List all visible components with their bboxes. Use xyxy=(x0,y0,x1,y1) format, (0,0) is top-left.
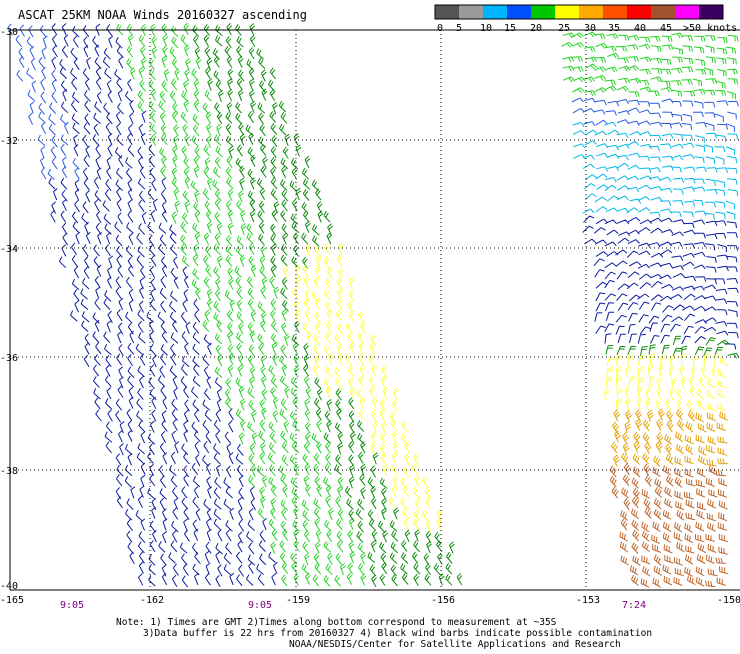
legend-swatch xyxy=(507,5,532,19)
time-label-1: 9:05 xyxy=(60,600,84,611)
legend-swatch xyxy=(627,5,652,19)
lon-label-159: -159 xyxy=(286,595,310,606)
legend-label: 35 xyxy=(608,23,620,34)
lat-label-38: -38 xyxy=(0,466,18,477)
lat-label-34: -34 xyxy=(0,244,18,255)
lon-label-153: -153 xyxy=(576,595,600,606)
barb-group-orange xyxy=(610,408,729,467)
barb-group-navy xyxy=(48,23,739,588)
wind-barb-path xyxy=(610,408,729,467)
legend-label: 15 xyxy=(504,23,516,34)
legend-swatch xyxy=(483,5,508,19)
barb-group-brown xyxy=(609,462,729,588)
legend-swatch xyxy=(459,5,484,19)
lat-label-40: -40 xyxy=(0,581,18,592)
grid-lines xyxy=(10,30,740,590)
wind-barb-path xyxy=(282,242,729,533)
legend-swatch xyxy=(579,5,604,19)
legend-swatch xyxy=(555,5,580,19)
lon-label-150: -150 xyxy=(717,595,740,606)
barb-group-yellow xyxy=(282,242,729,533)
map-title: ASCAT 25KM NOAA Winds 20160327 ascending xyxy=(18,8,307,22)
lat-label-32: -32 xyxy=(0,136,18,147)
lon-label-165: -165 xyxy=(0,595,24,606)
note-line-3: NOAA/NESDIS/Center for Satellite Applica… xyxy=(289,639,621,650)
legend-label: 30 xyxy=(584,23,596,34)
note-line-2: 3)Data buffer is 22 hrs from 20160327 4)… xyxy=(143,628,652,639)
legend-swatch xyxy=(651,5,676,19)
wind-barb-path xyxy=(609,462,729,588)
legend-swatch xyxy=(675,5,700,19)
legend-swatch xyxy=(531,5,556,19)
lat-label-30: -30 xyxy=(0,27,18,38)
legend-label: 0 xyxy=(437,23,443,34)
wind-barb-path xyxy=(192,22,740,588)
lon-label-156: -156 xyxy=(431,595,455,606)
legend-swatch xyxy=(603,5,628,19)
time-label-2: 9:05 xyxy=(248,600,272,611)
lat-label-36: -36 xyxy=(0,353,18,364)
wind-barb-path xyxy=(116,22,739,587)
time-label-3: 7:24 xyxy=(622,600,646,611)
wind-barb-path xyxy=(48,23,739,588)
legend-label: 40 xyxy=(634,23,646,34)
wind-barb-path xyxy=(572,121,739,220)
wind-barbs xyxy=(7,22,740,588)
note-line-1: Note: 1) Times are GMT 2)Times along bot… xyxy=(116,617,557,628)
speed-legend: 0 5 10 15 20 25 30 35 40 45 >50 knots xyxy=(434,4,737,34)
legend-label: 45 xyxy=(660,23,672,34)
barb-group-dkgreen xyxy=(192,22,740,588)
legend-label: 10 xyxy=(480,23,492,34)
barb-group-green xyxy=(116,22,739,587)
lon-label-162: -162 xyxy=(140,595,164,606)
legend-label: >50 knots xyxy=(683,23,737,34)
legend-label: 20 xyxy=(530,23,542,34)
legend-label: 25 xyxy=(558,23,570,34)
legend-swatch xyxy=(699,5,724,19)
legend-swatch xyxy=(435,5,460,19)
legend-label: 5 xyxy=(456,23,462,34)
barb-group-cyan xyxy=(572,121,739,220)
